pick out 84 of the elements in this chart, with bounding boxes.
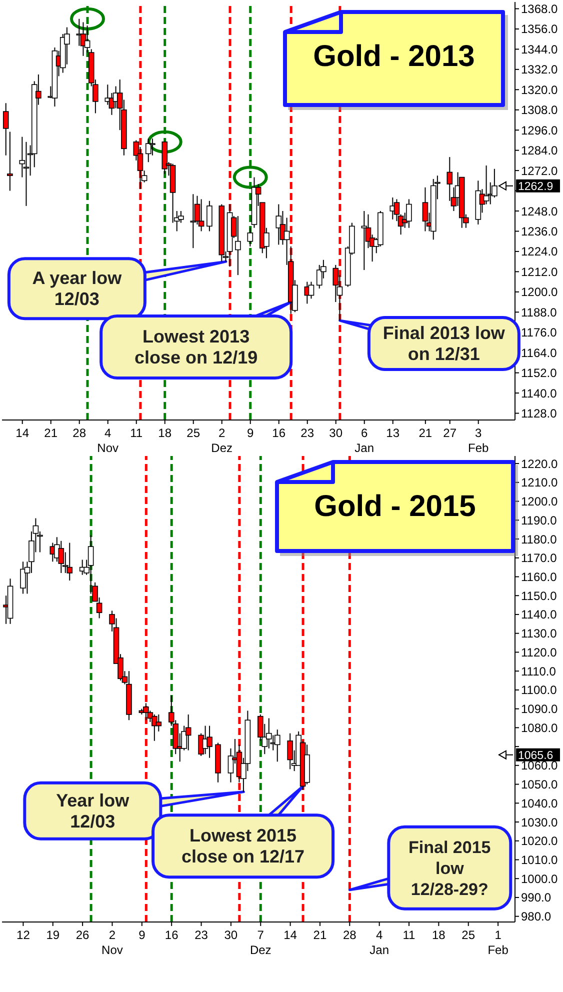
x-tick-label: 14 [16, 426, 30, 440]
x-tick-label: 23 [194, 928, 208, 942]
annotation: Year low 12/03 [56, 790, 130, 832]
y-tick-label: 1200.0 [521, 285, 558, 300]
annotation: Lowest 2015 close on 12/17 [181, 826, 305, 867]
x-tick-label: 21 [418, 426, 432, 440]
y-tick-label: 1332.0 [521, 62, 558, 77]
y-tick-label: 1000.0 [521, 872, 558, 886]
x-tick-label: 30 [224, 928, 238, 942]
x-tick-label: 4 Nov [97, 426, 119, 455]
y-tick-label: 1090.0 [521, 702, 558, 716]
y-tick-label: 1128.0 [521, 406, 558, 421]
x-tick-label: 11 [130, 426, 143, 440]
y-tick-label: 1200.0 [521, 494, 558, 509]
x-tick-label: 27 [443, 426, 457, 440]
y-tick-label: 990.0 [521, 890, 552, 905]
x-tick-label: 13 [386, 426, 400, 440]
text: 1262.9 [518, 180, 554, 193]
x-tick-label: 18 [158, 426, 172, 440]
x-tick-label: 6 Jan [354, 426, 374, 455]
x-tick-label: 7 Dez [250, 928, 272, 957]
y-tick-label: 1120.0 [521, 645, 558, 660]
y-tick-label: 1176.0 [521, 326, 558, 340]
x-tick-label: 30 [329, 426, 343, 440]
x-tick-label: 25 [462, 928, 476, 942]
y-tick-label: 1296.0 [521, 123, 558, 138]
annotation: A year low 12/03 [32, 268, 123, 310]
y-tick-label: 1248.0 [521, 204, 558, 218]
y-tick-label: 1220.0 [521, 456, 558, 471]
y-tick-label: 1344.0 [521, 42, 558, 56]
annotation: Final 2015 low 12/28-29? [408, 838, 491, 899]
y-tick-label: 1180.0 [521, 532, 558, 546]
x-tick-label: 4 Jan [370, 928, 390, 957]
x-tick-label: 18 [432, 928, 446, 942]
y-tick-label: 1040.0 [521, 796, 558, 810]
x-tick-label: 3 Feb [468, 426, 490, 455]
y-tick-label: 1236.0 [521, 224, 558, 238]
y-tick-label: 1010.0 [521, 853, 558, 867]
y-tick-label: 1272.0 [521, 164, 558, 178]
x-tick-label: 2 Dez [211, 426, 233, 455]
x-tick-label: 12 [16, 928, 30, 942]
y-tick-label: 1224.0 [521, 244, 558, 259]
x-tick-label: 25 [186, 426, 200, 440]
y-tick-label: 1152.0 [521, 366, 558, 380]
y-tick-label: 1100.0 [521, 683, 558, 698]
y-tick-label: 1320.0 [521, 82, 558, 97]
x-tick-label: 2 Nov [102, 928, 123, 957]
x-tick-label: 1 Feb [488, 928, 509, 957]
x-tick-label: 21 [313, 928, 327, 942]
y-tick-label: 1050.0 [521, 778, 558, 792]
x-tick-label: 16 [164, 928, 179, 942]
y-tick-label: 1368.0 [521, 2, 558, 16]
y-tick-label: 1190.0 [521, 513, 558, 528]
y-tick-label: 1170.0 [521, 551, 558, 566]
y-tick-label: 980.0 [521, 910, 552, 924]
x-tick-label: 28 [342, 928, 357, 942]
y-tick-label: 1188.0 [521, 305, 558, 320]
y-tick-label: 1212.0 [521, 264, 558, 279]
x-tick-label: 11 [402, 928, 416, 942]
text: Gold - 2013 [312, 40, 476, 74]
y-tick-label: 1130.0 [521, 626, 558, 641]
y-tick-label: 1140.0 [521, 386, 558, 400]
y-tick-label: 1164.0 [521, 346, 558, 360]
x-tick-label: 19 [46, 928, 60, 942]
y-tick-label: 1356.0 [521, 22, 558, 36]
x-tick-label: 9 [138, 928, 146, 942]
y-tick-label: 1140.0 [521, 608, 558, 622]
x-tick-label: 14 [284, 928, 298, 942]
y-tick-label: 1160.0 [521, 570, 558, 584]
y-tick-label: 1110.0 [521, 664, 556, 678]
y-tick-label: 1150.0 [521, 588, 558, 603]
x-tick-label: 28 [72, 426, 86, 440]
x-tick-label: 26 [76, 928, 90, 942]
y-tick-label: 1030.0 [521, 815, 558, 830]
text: Gold - 2015 [313, 490, 477, 524]
y-tick-label: 1020.0 [521, 834, 558, 848]
y-tick-label: 1308.0 [521, 103, 558, 118]
x-tick-label: 23 [300, 426, 314, 440]
y-tick-label: 1080.0 [521, 720, 558, 735]
y-tick-label: 1210.0 [521, 476, 558, 490]
x-tick-label: 21 [44, 426, 58, 440]
x-tick-label: 9 [247, 426, 254, 440]
x-tick-label: 16 [272, 426, 286, 440]
y-tick-label: 1284.0 [521, 144, 558, 158]
